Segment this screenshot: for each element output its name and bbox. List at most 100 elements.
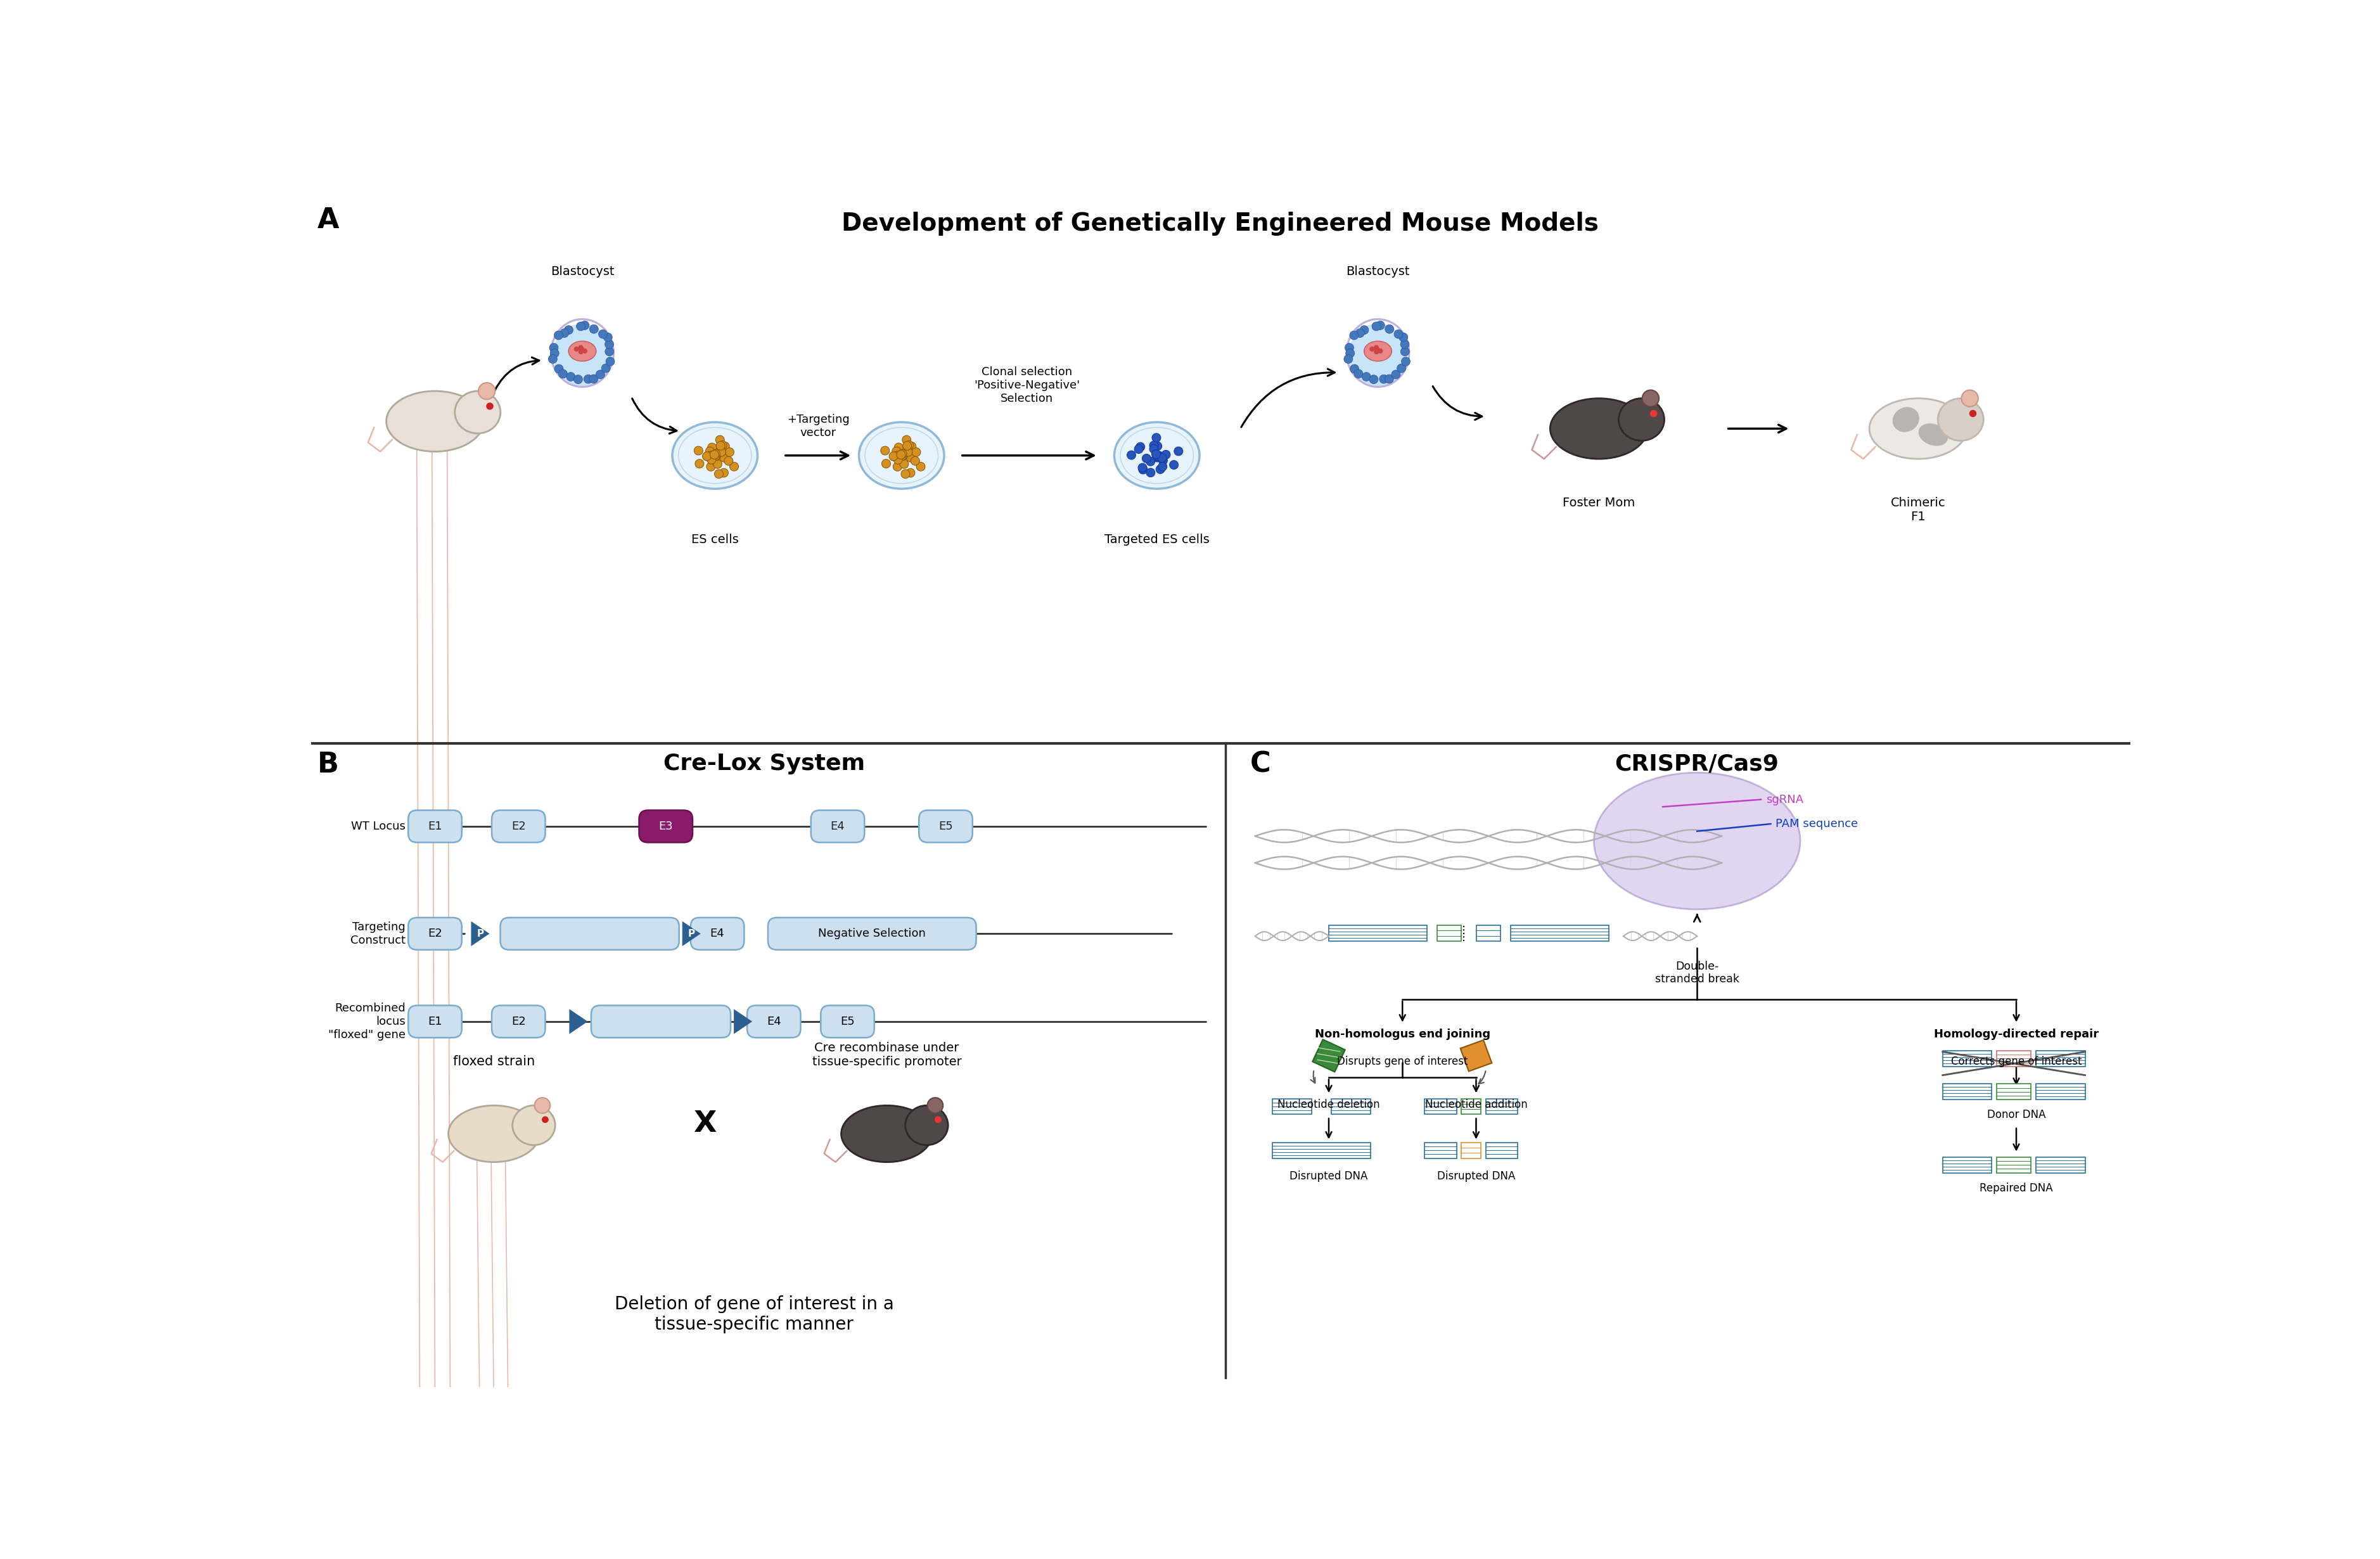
- Circle shape: [578, 349, 583, 354]
- Text: floxed strain: floxed strain: [452, 1055, 536, 1068]
- Circle shape: [707, 463, 716, 471]
- Ellipse shape: [671, 422, 757, 490]
- Circle shape: [1152, 433, 1161, 443]
- Ellipse shape: [1642, 390, 1659, 407]
- Circle shape: [566, 373, 576, 380]
- FancyBboxPatch shape: [1997, 1051, 2030, 1066]
- Circle shape: [719, 454, 728, 461]
- Circle shape: [881, 460, 890, 468]
- Text: +Targeting
vector: +Targeting vector: [788, 413, 850, 438]
- Circle shape: [907, 468, 914, 477]
- Text: Development of Genetically Engineered Mouse Models: Development of Genetically Engineered Mo…: [840, 212, 1599, 235]
- Circle shape: [714, 460, 721, 468]
- Circle shape: [1399, 334, 1409, 341]
- Ellipse shape: [1364, 341, 1392, 362]
- Circle shape: [559, 369, 566, 379]
- Circle shape: [605, 348, 614, 355]
- Polygon shape: [471, 921, 490, 946]
- FancyBboxPatch shape: [409, 918, 462, 949]
- Text: P: P: [476, 929, 483, 939]
- Circle shape: [1152, 451, 1161, 458]
- Text: Blastocyst: Blastocyst: [1347, 265, 1409, 278]
- Text: Homology-directed repair: Homology-directed repair: [1935, 1029, 2099, 1040]
- Circle shape: [1359, 326, 1368, 334]
- Ellipse shape: [447, 1105, 540, 1161]
- Ellipse shape: [569, 341, 595, 362]
- Text: E3: E3: [659, 820, 674, 833]
- Circle shape: [581, 321, 590, 331]
- Circle shape: [1150, 444, 1159, 454]
- Circle shape: [574, 376, 583, 384]
- Circle shape: [935, 1116, 942, 1122]
- Circle shape: [904, 441, 914, 449]
- FancyBboxPatch shape: [1330, 1099, 1371, 1115]
- Circle shape: [1349, 365, 1359, 373]
- Circle shape: [731, 461, 738, 471]
- Circle shape: [1649, 410, 1656, 418]
- FancyBboxPatch shape: [640, 811, 693, 842]
- Circle shape: [1392, 369, 1399, 379]
- FancyBboxPatch shape: [1997, 1084, 2030, 1099]
- Circle shape: [590, 374, 597, 384]
- Circle shape: [1152, 452, 1161, 460]
- Circle shape: [583, 374, 593, 384]
- Circle shape: [564, 326, 574, 334]
- Circle shape: [907, 454, 916, 461]
- FancyBboxPatch shape: [1485, 1099, 1518, 1115]
- Circle shape: [1968, 410, 1975, 418]
- Text: Repaired DNA: Repaired DNA: [1980, 1183, 2054, 1194]
- Circle shape: [486, 402, 493, 410]
- FancyBboxPatch shape: [409, 811, 462, 842]
- Text: Blastocyst: Blastocyst: [550, 265, 614, 278]
- Circle shape: [550, 343, 559, 352]
- Ellipse shape: [1892, 407, 1918, 432]
- Circle shape: [1169, 460, 1178, 469]
- Ellipse shape: [1595, 773, 1799, 909]
- Circle shape: [881, 446, 890, 455]
- Text: Deletion of gene of interest in a
tissue-specific manner: Deletion of gene of interest in a tissue…: [614, 1296, 895, 1333]
- Ellipse shape: [1114, 422, 1200, 490]
- Text: Cre-Lox System: Cre-Lox System: [664, 753, 864, 775]
- Ellipse shape: [904, 1105, 947, 1144]
- Circle shape: [1385, 324, 1395, 334]
- Circle shape: [712, 447, 721, 457]
- Circle shape: [590, 324, 597, 334]
- Circle shape: [912, 447, 921, 457]
- Circle shape: [1152, 441, 1161, 451]
- Circle shape: [1399, 340, 1409, 349]
- FancyBboxPatch shape: [2035, 1084, 2085, 1099]
- Ellipse shape: [1349, 324, 1407, 387]
- FancyBboxPatch shape: [919, 811, 973, 842]
- Circle shape: [1402, 357, 1411, 366]
- Ellipse shape: [455, 391, 500, 433]
- Circle shape: [716, 435, 724, 444]
- Circle shape: [1361, 373, 1371, 380]
- Circle shape: [893, 463, 902, 471]
- Circle shape: [721, 443, 728, 451]
- Text: E2: E2: [428, 928, 443, 940]
- Text: Clonal selection
'Positive-Negative'
Selection: Clonal selection 'Positive-Negative' Sel…: [973, 366, 1081, 404]
- Circle shape: [602, 363, 609, 373]
- Circle shape: [576, 323, 585, 331]
- Text: C: C: [1250, 751, 1271, 778]
- Circle shape: [1373, 345, 1378, 351]
- Circle shape: [704, 447, 714, 455]
- Polygon shape: [683, 921, 700, 946]
- Ellipse shape: [1961, 390, 1978, 407]
- FancyBboxPatch shape: [1311, 1040, 1345, 1073]
- Circle shape: [712, 452, 721, 460]
- Circle shape: [607, 357, 614, 366]
- Text: ES cells: ES cells: [690, 533, 738, 546]
- Circle shape: [695, 460, 704, 468]
- Text: Nucleotide deletion: Nucleotide deletion: [1278, 1099, 1380, 1110]
- FancyBboxPatch shape: [1426, 1143, 1457, 1158]
- Circle shape: [890, 452, 897, 461]
- Circle shape: [605, 334, 612, 341]
- Circle shape: [550, 349, 559, 357]
- Circle shape: [1357, 329, 1364, 337]
- FancyBboxPatch shape: [1461, 1040, 1492, 1071]
- Ellipse shape: [1937, 399, 1983, 441]
- Circle shape: [902, 469, 909, 479]
- Circle shape: [1128, 451, 1135, 460]
- Circle shape: [1173, 447, 1183, 455]
